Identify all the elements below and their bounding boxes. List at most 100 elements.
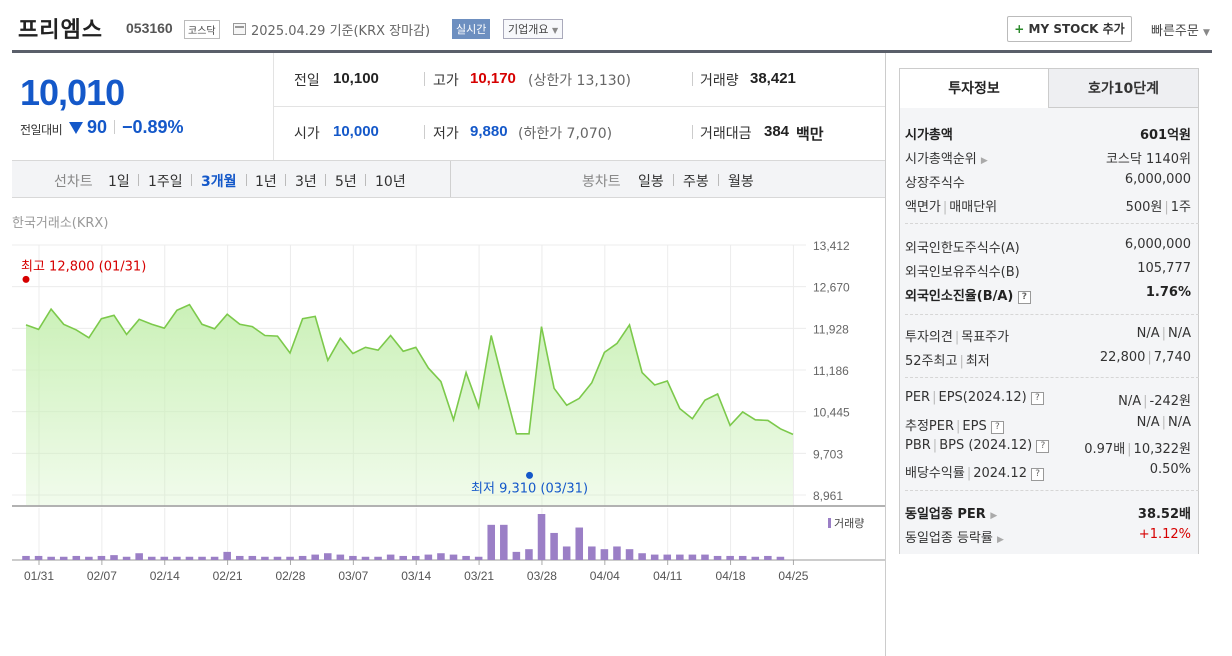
period-5y[interactable]: 5년 xyxy=(335,174,357,190)
pbr-value: 0.97배 xyxy=(1084,442,1126,457)
volume-bar xyxy=(399,555,407,560)
corp-info-button[interactable]: 기업개요 ▼ xyxy=(503,19,564,39)
target-value: N/A xyxy=(1168,326,1191,341)
divider xyxy=(138,174,139,186)
market-cap-rank-row[interactable]: 시가총액순위 ▶ 코스닥 1140위 xyxy=(905,148,1191,168)
tab-invest-info[interactable]: 투자정보 xyxy=(899,68,1049,108)
volume-bar xyxy=(374,556,382,560)
opinion-label: 투자의견 xyxy=(905,330,953,345)
volume-bar xyxy=(110,555,118,560)
volume-legend: 거래량 xyxy=(834,517,864,530)
pbr-bps-row: PBR | BPS (2024.12) ? 0.97배 | 10,322원 xyxy=(905,438,1191,457)
x-tick-label: 04/25 xyxy=(778,569,808,583)
par-value: 500원 xyxy=(1125,200,1163,215)
period-3y[interactable]: 3년 xyxy=(295,174,317,190)
x-tick-label: 04/11 xyxy=(653,569,682,583)
volume-bar xyxy=(751,556,760,560)
industry-rate-row[interactable]: 동일업종 등락률 ▶ +1.12% xyxy=(905,527,1191,547)
divider xyxy=(114,120,115,134)
low-label: 저가 xyxy=(433,126,459,142)
divider xyxy=(273,106,885,107)
volume-bar xyxy=(386,554,395,560)
help-icon[interactable]: ? xyxy=(990,421,1004,434)
volume-bar xyxy=(235,555,244,560)
week52-low-label: 최저 xyxy=(965,354,990,369)
volume-bar xyxy=(562,546,571,560)
volume-bar xyxy=(349,555,357,560)
price-chart[interactable]: 13,412 12,670 11,928 11,186 10,445 9,703 8,961… xyxy=(0,230,886,590)
candle-weekly[interactable]: 주봉 xyxy=(683,174,709,190)
x-tick-label: 04/18 xyxy=(716,569,746,583)
chevron-down-icon: ▼ xyxy=(551,26,559,35)
down-triangle-icon xyxy=(69,122,83,134)
est-per-label: 추정PER xyxy=(905,419,955,434)
period-1y[interactable]: 1년 xyxy=(255,174,277,190)
bps-label: BPS xyxy=(939,438,965,453)
period-1w[interactable]: 1주일 xyxy=(148,174,183,190)
min-marker xyxy=(526,471,534,479)
est-eps-label: EPS xyxy=(962,419,987,434)
volume-bar xyxy=(462,555,470,560)
chevron-right-icon: ▶ xyxy=(997,535,1004,545)
divider xyxy=(450,161,451,197)
line-chart-label: 선차트 xyxy=(54,174,93,190)
x-tick-label: 03/21 xyxy=(464,569,494,583)
change-label: 전일대비 xyxy=(20,123,63,137)
est-per-value: N/A xyxy=(1136,415,1160,430)
foreign-hold-value: 105,777 xyxy=(1137,261,1191,276)
volume-bar xyxy=(437,553,445,560)
foreign-hold-label: 외국인보유주식수(B) xyxy=(905,265,1020,280)
max-marker xyxy=(22,275,30,283)
industry-per-row[interactable]: 동일업종 PER ▶ 38.52배 xyxy=(905,503,1191,523)
volume-bar xyxy=(97,555,106,560)
volume-bar xyxy=(59,556,68,560)
industry-per-label: 동일업종 PER xyxy=(905,507,986,522)
help-icon[interactable]: ? xyxy=(1030,392,1044,405)
high-label: 고가 xyxy=(433,73,459,89)
candle-daily[interactable]: 일봉 xyxy=(638,174,664,190)
market-cap-rank-label: 시가총액순위 xyxy=(905,152,977,167)
quick-order-button[interactable]: 빠른주문 ▼ xyxy=(1151,20,1210,39)
volume-bar xyxy=(713,555,722,560)
divider xyxy=(673,174,674,186)
volume-bar xyxy=(412,555,420,560)
divider xyxy=(191,174,192,186)
realtime-badge[interactable]: 실시간 xyxy=(452,19,491,39)
help-icon[interactable]: ? xyxy=(1031,468,1045,481)
shares-label: 상장주식수 xyxy=(905,176,965,191)
corp-info-label: 기업개요 xyxy=(508,23,549,36)
per-value: N/A xyxy=(1118,394,1142,409)
divider xyxy=(905,490,1199,491)
week52-low-value: 7,740 xyxy=(1153,350,1191,365)
x-tick-label: 03/07 xyxy=(338,569,368,583)
market-cap-row: 시가총액 601억원 xyxy=(905,124,1191,144)
dividend-period: 2024.12 xyxy=(973,466,1027,481)
volume-bar xyxy=(537,514,546,560)
help-icon[interactable]: ? xyxy=(1017,291,1031,304)
volume-bar xyxy=(688,554,697,560)
est-per-row: 추정PER | EPS ? N/A | N/A xyxy=(905,415,1191,434)
candle-monthly[interactable]: 월봉 xyxy=(728,174,754,190)
x-tick-label: 04/04 xyxy=(590,569,620,583)
foreign-rate-row: 외국인소진율(B/A) ? 1.76% xyxy=(905,285,1191,305)
y-tick-label: 13,412 xyxy=(813,239,850,253)
mystock-add-button[interactable]: + MY STOCK 추가 xyxy=(1007,16,1132,42)
divider xyxy=(905,377,1199,378)
period-3m[interactable]: 3개월 xyxy=(201,174,237,190)
period-1d[interactable]: 1일 xyxy=(108,174,130,190)
y-tick-label: 11,186 xyxy=(813,364,849,378)
market-cap-value: 601억원 xyxy=(1139,128,1191,143)
x-tick-label: 03/14 xyxy=(401,569,431,583)
volume-bar xyxy=(738,555,747,560)
upper-limit: (상한가 13,130) xyxy=(528,73,632,89)
unit-value: 1주 xyxy=(1170,200,1191,215)
divider xyxy=(718,174,719,186)
volume-bar xyxy=(525,549,533,560)
volume-bar xyxy=(726,555,734,560)
shares-value: 6,000,000 xyxy=(1124,172,1191,187)
price-line xyxy=(25,303,794,436)
volume-bar xyxy=(650,554,659,560)
period-10y[interactable]: 10년 xyxy=(375,174,406,190)
tab-orderbook[interactable]: 호가10단계 xyxy=(1048,68,1199,108)
help-icon[interactable]: ? xyxy=(1036,440,1050,453)
